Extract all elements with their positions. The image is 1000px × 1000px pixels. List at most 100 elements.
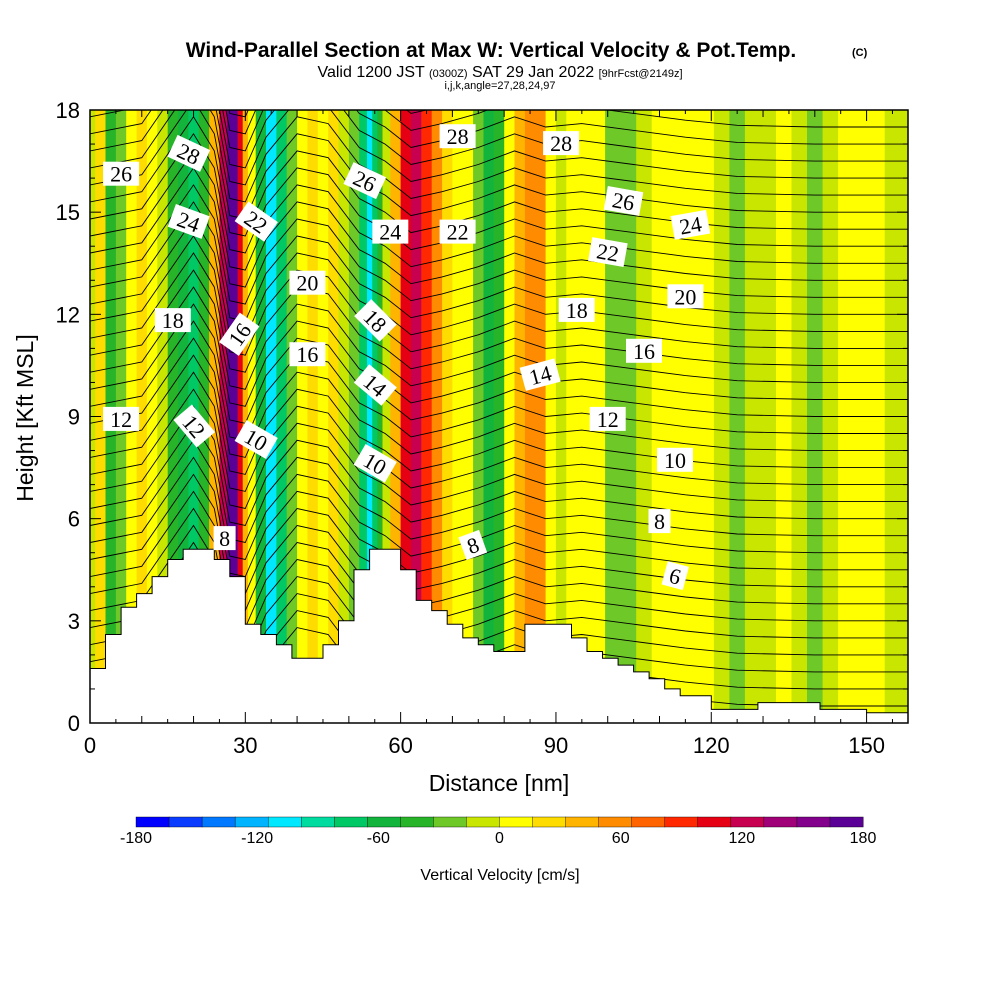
chart-subtitle: Valid 1200 JST (0300Z) SAT 29 Jan 2022 [… <box>317 64 682 81</box>
colorbar-swatch <box>631 816 666 828</box>
colorbar-swatch <box>730 816 765 828</box>
theta-contour-line <box>90 269 908 390</box>
velocity-strip <box>307 110 319 723</box>
velocity-strip <box>359 110 368 723</box>
theta-contour-line <box>90 303 908 424</box>
x-tick-label: 90 <box>544 733 568 758</box>
contour-label: 8 <box>213 526 236 551</box>
colorbar-tick-label: 60 <box>612 830 630 847</box>
contour-label-box <box>167 134 211 172</box>
theta-contour-line <box>90 150 908 271</box>
y-tick-label: 15 <box>56 200 80 225</box>
colorbar-tick-label: -120 <box>241 830 273 847</box>
colorbar-swatch <box>433 816 467 828</box>
velocity-strip <box>367 110 373 723</box>
velocity-strip <box>232 110 239 723</box>
contour-label-box <box>439 124 476 149</box>
contour-label: 8 <box>648 509 671 534</box>
velocity-strip <box>328 110 340 723</box>
colorbar-swatch <box>466 816 501 828</box>
colorbar-swatch <box>796 816 831 828</box>
contour-label-box <box>458 529 488 560</box>
subtitle-valid: Valid 1200 JST <box>317 64 425 81</box>
contour-label-box <box>103 161 140 186</box>
theta-contour-line <box>90 337 908 458</box>
colorbar-tick-label: 120 <box>728 830 755 847</box>
velocity-strip <box>713 110 730 723</box>
colorbar-label: Vertical Velocity [cm/s] <box>420 867 579 884</box>
velocity-strip <box>247 110 257 723</box>
y-tick-label: 3 <box>68 609 80 634</box>
velocity-strip <box>219 110 228 723</box>
velocity-strip <box>136 110 148 723</box>
contour-label-box <box>154 308 191 333</box>
contour-label: 16 <box>219 312 260 356</box>
contour-label-text: 26 <box>610 187 636 215</box>
subtitle-forecast: [9hrFcst@2149z] <box>599 68 683 80</box>
contour-label-box <box>289 270 326 295</box>
contour-label: 16 <box>289 342 326 367</box>
contour-label-box <box>670 209 711 240</box>
velocity-strip <box>729 110 746 723</box>
velocity-strip <box>390 110 402 723</box>
contour-label: 24 <box>372 219 409 245</box>
colorbar-swatch <box>201 816 236 828</box>
contour-label: 14 <box>519 358 561 391</box>
contour-label: 12 <box>589 406 626 432</box>
theta-contour-line <box>90 167 908 288</box>
contour-label-text: 10 <box>664 448 686 473</box>
contour-label-text: 12 <box>110 407 132 432</box>
x-tick-label: 60 <box>388 733 412 758</box>
velocity-strip <box>377 110 384 723</box>
colorbar-swatch <box>367 816 401 828</box>
theta-contour-line <box>90 201 908 322</box>
contour-label-box <box>558 297 595 322</box>
colorbar-swatch <box>400 816 434 828</box>
contour-label: 26 <box>103 161 140 187</box>
contour-label-box <box>353 364 397 406</box>
x-axis: 0 30 60 90 120 150 <box>84 110 893 758</box>
velocity-strip <box>667 110 684 723</box>
velocity-strip <box>524 110 536 723</box>
velocity-strip <box>146 110 158 723</box>
x-tick-label: 0 <box>84 733 96 758</box>
contour-label: 28 <box>543 131 580 156</box>
contour-label: 26 <box>603 185 644 216</box>
colorbar-swatch <box>565 816 600 828</box>
theta-contour-line <box>90 110 908 169</box>
contour-label: 24 <box>167 204 210 239</box>
velocity-strip <box>776 110 793 723</box>
contour-label-box <box>103 406 140 431</box>
contour-label-box <box>173 404 216 448</box>
contour-label-text: 16 <box>633 339 655 364</box>
contour-label-box <box>167 204 210 239</box>
y-axis: 0 3 6 9 12 15 18 <box>56 98 908 736</box>
velocity-strip <box>545 110 557 723</box>
velocity-strip <box>431 110 443 723</box>
contour-label-text: 22 <box>447 220 469 245</box>
x-axis-label: Distance [nm] <box>429 770 570 796</box>
contour-label: 12 <box>103 406 140 432</box>
contour-label-box <box>439 219 476 244</box>
velocity-strip <box>227 110 233 723</box>
velocity-strip <box>555 110 567 723</box>
subtitle-date: SAT 29 Jan 2022 <box>472 64 594 81</box>
contour-label-text: 28 <box>447 124 469 149</box>
contour-label-text: 28 <box>550 131 572 156</box>
theta-contour-line <box>90 388 908 510</box>
contour-label-box <box>354 299 397 342</box>
contour-label-box <box>589 406 626 431</box>
velocity-strip <box>276 110 288 723</box>
contour-label-box <box>519 358 561 391</box>
velocity-strip <box>493 110 505 723</box>
chart-title: Wind-Parallel Section at Max W: Vertical… <box>186 39 797 62</box>
theta-contour-line <box>90 110 908 203</box>
theta-contour-line <box>90 110 908 186</box>
contour-label-box <box>657 447 693 472</box>
velocity-strip <box>411 110 422 723</box>
velocity-strip <box>442 110 454 723</box>
contour-label-box <box>234 420 278 459</box>
